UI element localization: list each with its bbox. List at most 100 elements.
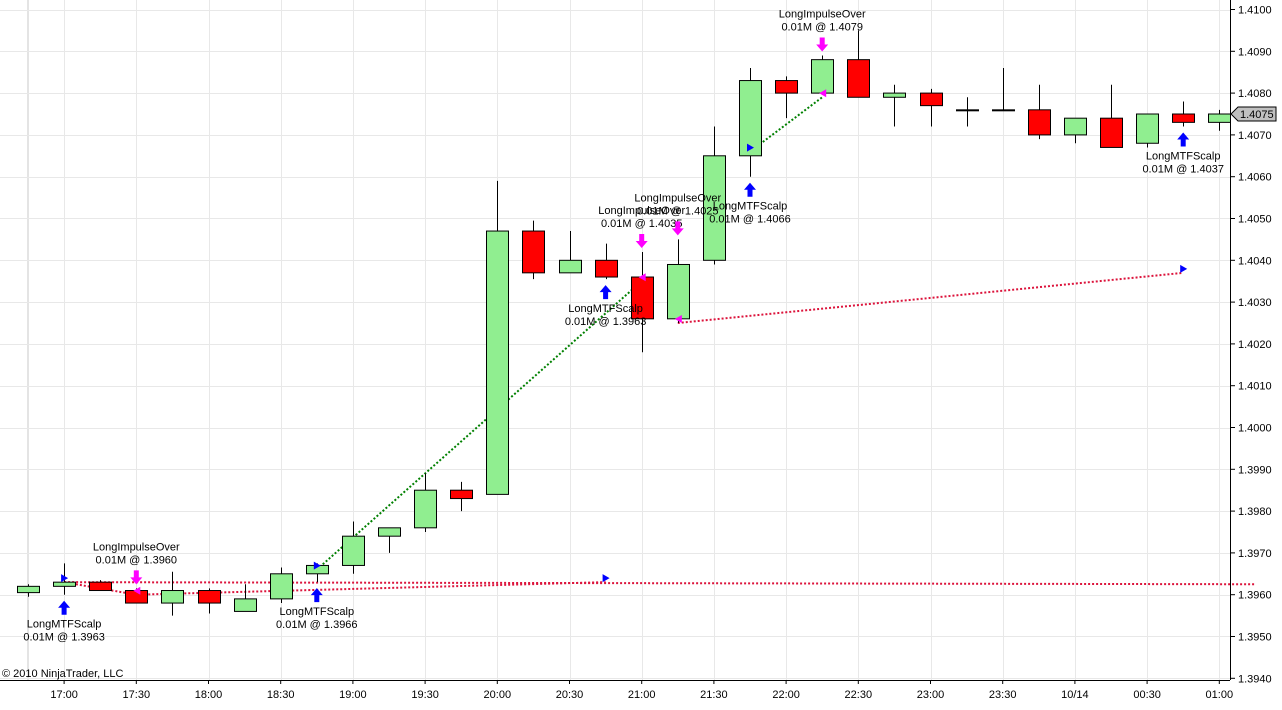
copyright-text: © 2010 NinjaTrader, LLC <box>2 668 124 680</box>
candle[interactable] <box>522 220 545 280</box>
y-tick-label: 1.4010 <box>1238 381 1272 393</box>
candle[interactable] <box>1136 113 1159 148</box>
candle[interactable] <box>378 527 401 553</box>
candle[interactable] <box>703 126 726 265</box>
candle-body-up <box>414 489 437 529</box>
candle[interactable] <box>847 30 870 98</box>
y-tick-label: 1.4070 <box>1238 130 1272 142</box>
candle[interactable] <box>775 76 798 119</box>
candle-body-down <box>450 489 473 500</box>
signal-label: LongMTFScalp <box>280 606 355 618</box>
candle[interactable] <box>739 68 762 177</box>
candles <box>17 30 1231 616</box>
long-entry-arrow-icon <box>744 182 756 197</box>
candle-body-down <box>775 80 798 94</box>
signal-label: LongMTFScalp <box>27 619 102 631</box>
x-tick-label: 21:30 <box>700 689 728 701</box>
candle[interactable] <box>17 584 40 597</box>
signal-label: 0.01M @ 1.4066 <box>709 214 791 226</box>
signal-label: 0.01M @ 1.3963 <box>565 316 647 328</box>
candle[interactable] <box>595 243 618 280</box>
x-tick-label: 19:00 <box>339 689 367 701</box>
candle-body-down <box>522 230 545 274</box>
x-tick-label: 22:30 <box>845 689 873 701</box>
long-entry-arrow-icon <box>58 600 71 615</box>
candle-body-down <box>1028 109 1051 136</box>
candle[interactable] <box>883 84 906 127</box>
x-tick-label: 10/14 <box>1061 689 1089 701</box>
signal-label: LongImpulseOver <box>598 205 685 217</box>
x-tick-label: 17:30 <box>123 689 151 701</box>
signal-label: LongImpulseOver <box>779 8 866 20</box>
y-tick-label: 1.3960 <box>1238 590 1272 602</box>
y-tick-label: 1.4030 <box>1238 297 1272 309</box>
signal-label: 0.01M @ 1.4079 <box>781 21 863 33</box>
candle-body-up <box>739 80 762 157</box>
candle[interactable] <box>811 55 834 94</box>
candle-body-down <box>1172 113 1195 123</box>
candle[interactable] <box>342 521 365 574</box>
y-tick-label: 1.4040 <box>1238 255 1272 267</box>
grid-lines <box>0 0 1230 680</box>
candle[interactable] <box>1028 84 1051 140</box>
candle[interactable] <box>234 584 257 612</box>
entry-marker <box>61 574 69 583</box>
candle-body-up <box>378 527 401 537</box>
y-tick-label: 1.4020 <box>1238 339 1272 351</box>
signal-label: 0.01M @ 1.3963 <box>23 632 105 644</box>
candle-body-up <box>161 590 184 604</box>
candle-body-up <box>17 585 40 594</box>
x-tick-label: 18:30 <box>267 689 295 701</box>
candle[interactable] <box>198 588 221 614</box>
candle-body-up <box>1136 113 1159 144</box>
candle[interactable] <box>89 580 112 592</box>
candle[interactable] <box>559 231 582 274</box>
x-tick-label: 00:30 <box>1133 689 1161 701</box>
trade-line-loss <box>677 271 1184 324</box>
candle[interactable] <box>1064 117 1087 144</box>
candle[interactable] <box>631 251 654 353</box>
x-tick-label: 17:00 <box>50 689 78 701</box>
candle-body-up <box>703 155 726 261</box>
candle-body-down <box>1100 117 1123 148</box>
signal-label: LongMTFScalp <box>568 303 643 315</box>
candle[interactable] <box>450 481 473 512</box>
candle-body-up <box>956 109 979 112</box>
candle[interactable] <box>414 473 437 532</box>
candle[interactable] <box>992 68 1015 112</box>
exit-marker <box>133 586 141 595</box>
candle-body-up <box>883 92 906 98</box>
candle[interactable] <box>956 97 979 127</box>
candle[interactable] <box>1208 109 1231 131</box>
entry-marker <box>602 574 610 583</box>
candle[interactable] <box>161 571 184 616</box>
candle-body-down <box>847 59 870 98</box>
candle[interactable] <box>667 239 690 323</box>
candle[interactable] <box>1100 84 1123 148</box>
candle[interactable] <box>920 88 943 127</box>
candle[interactable] <box>486 180 509 495</box>
y-tick-label: 1.3990 <box>1238 464 1272 476</box>
candle-body-up <box>270 573 293 600</box>
candle[interactable] <box>270 567 293 604</box>
signal-label: LongImpulseOver <box>634 192 721 204</box>
exit-marker <box>638 273 646 282</box>
trade-line-win <box>749 96 823 153</box>
last-price-tag <box>1230 106 1277 122</box>
entry-marker <box>747 143 754 152</box>
entry-marker <box>313 561 321 570</box>
last-price-label: 1.4075 <box>1240 109 1274 121</box>
candle-body-up <box>342 535 365 566</box>
y-tick-label: 1.3980 <box>1238 506 1272 518</box>
candle[interactable] <box>1172 101 1195 127</box>
